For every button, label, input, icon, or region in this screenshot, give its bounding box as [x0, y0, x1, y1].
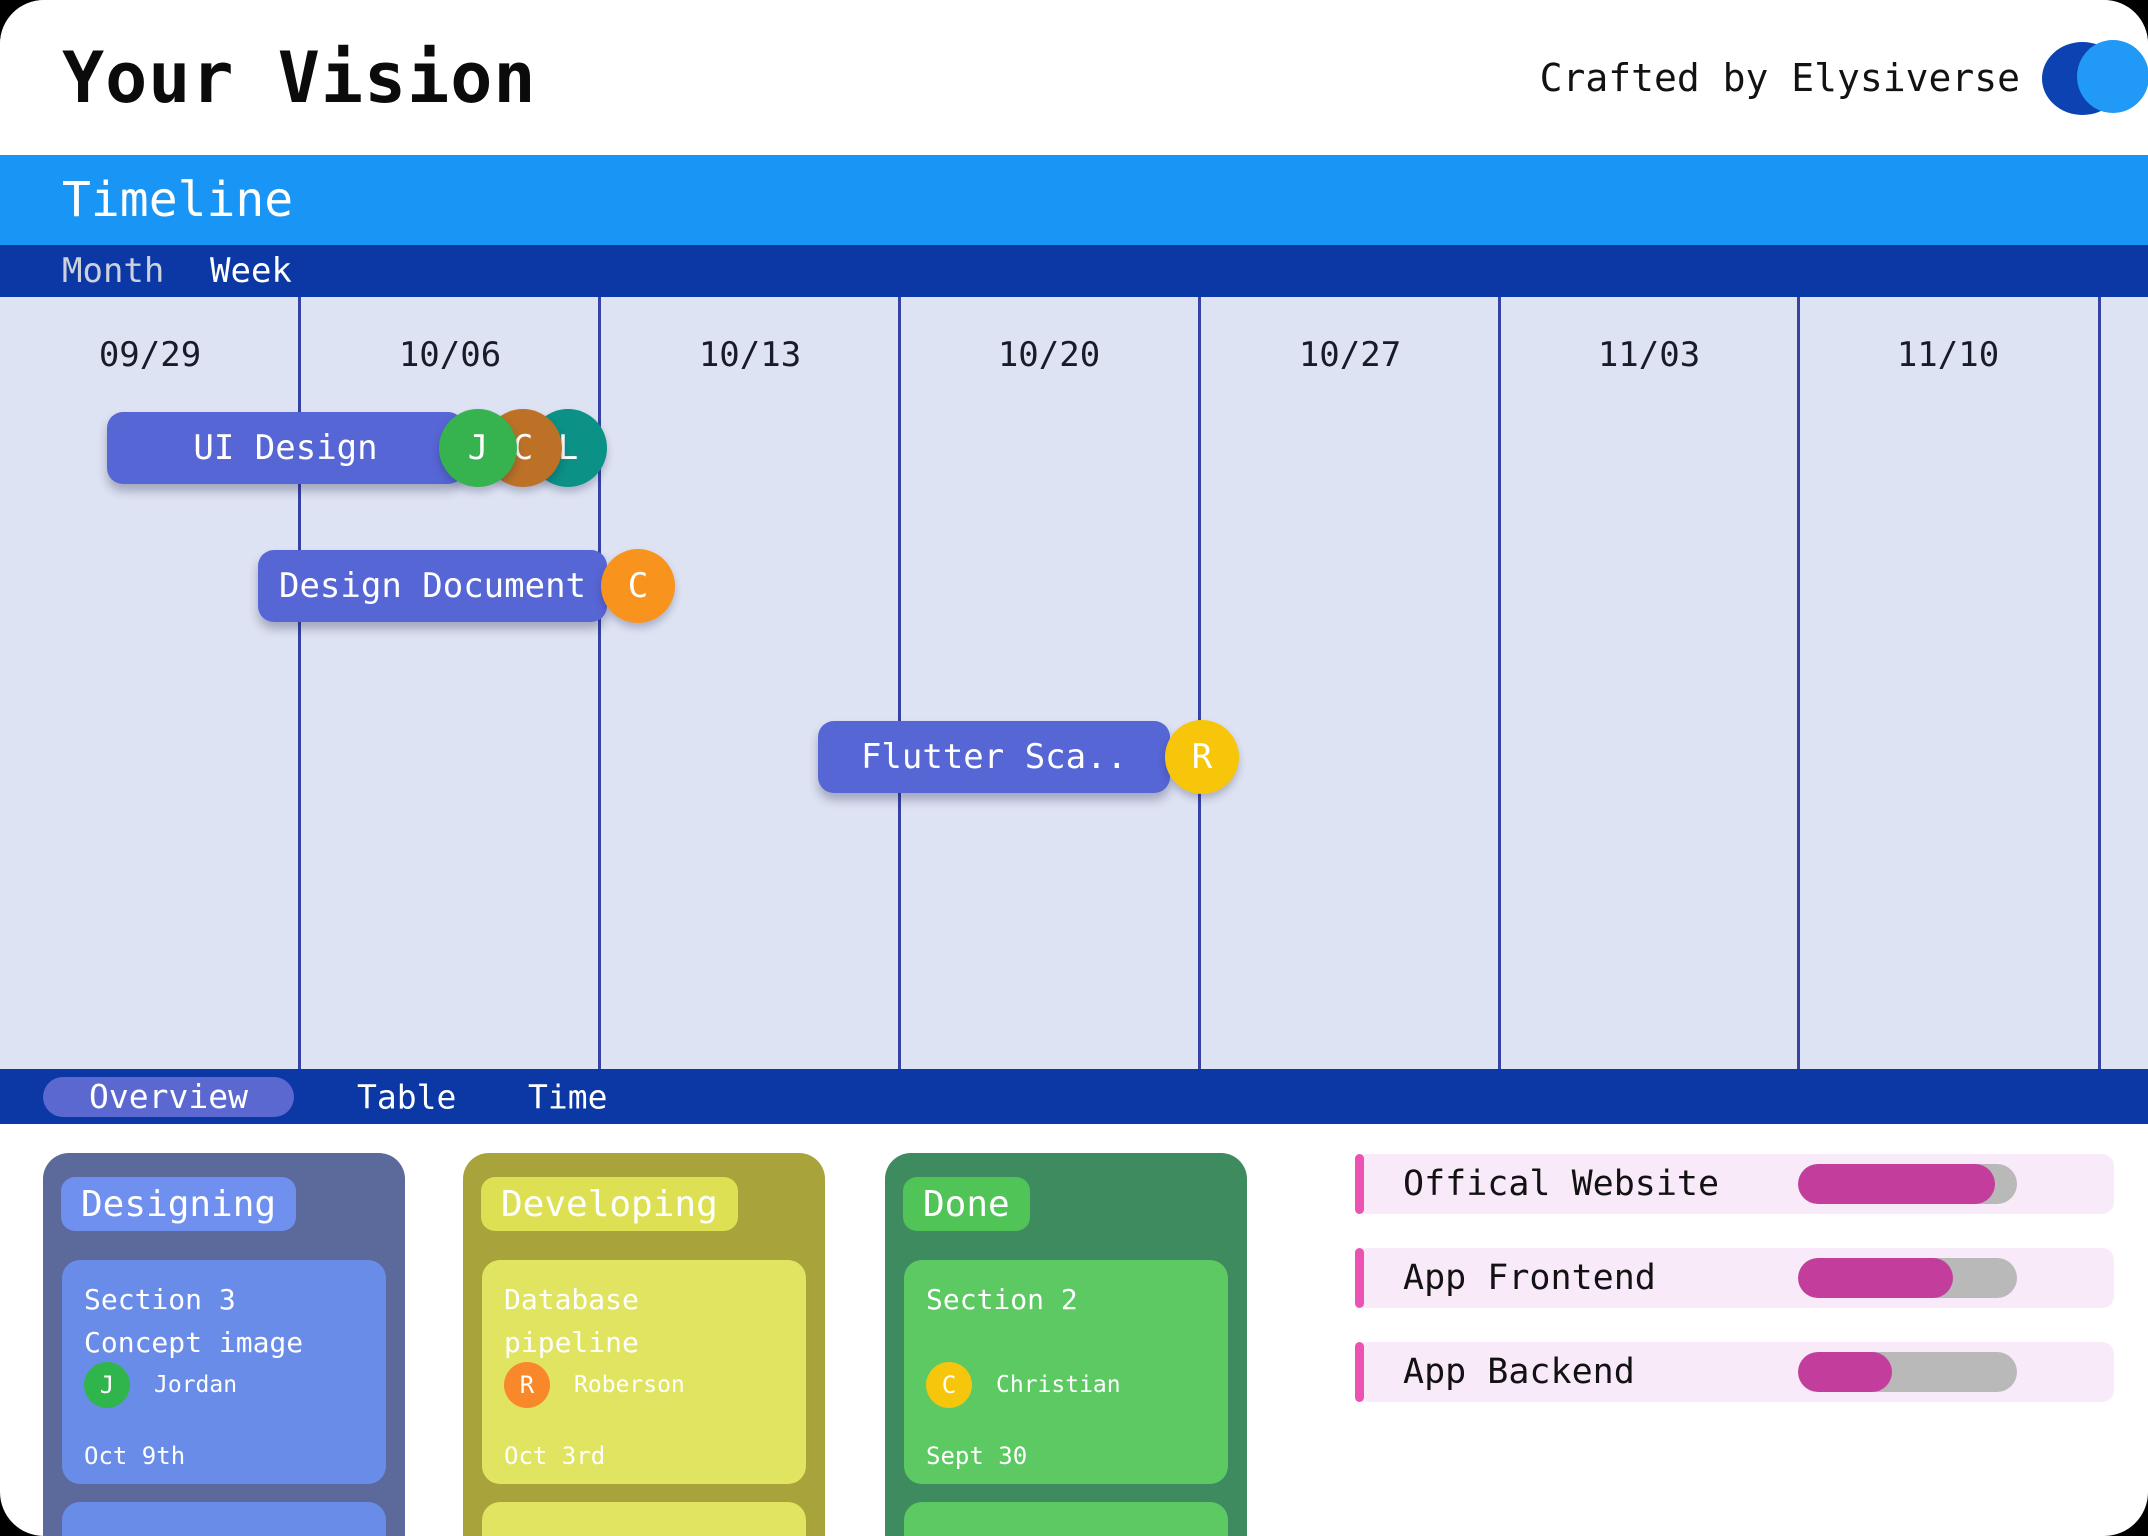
card-stub[interactable]: [62, 1502, 386, 1536]
assignee-avatar: J: [84, 1362, 130, 1408]
progress-row: Offical Website: [1355, 1154, 2114, 1214]
column-title: Designing: [61, 1177, 297, 1231]
assignee-avatar: R: [1165, 720, 1239, 794]
card-due-date: Oct 9th: [84, 1442, 186, 1470]
kanban-card[interactable]: Database pipeline R Roberson Oct 3rd: [482, 1260, 806, 1484]
progress-label: App Backend: [1403, 1352, 1635, 1392]
kanban-card[interactable]: Section 3 Concept image J Jordan Oct 9th: [62, 1260, 386, 1484]
bottom-nav-bar: Overview Table Time: [0, 1069, 2148, 1124]
grid-line: [2098, 297, 2101, 1069]
task-bar-flutter[interactable]: Flutter Sca.. R: [818, 720, 1239, 794]
accent-bar: [1355, 1154, 1364, 1214]
timeline-grid: 09/29 10/06 10/13 10/20 10/27 11/03 11/1…: [0, 297, 2148, 1069]
task-bar-ui-design[interactable]: UI Design J C L: [107, 409, 607, 487]
column-title: Developing: [481, 1177, 738, 1231]
timeline-title-bar: Timeline: [0, 155, 2148, 245]
task-label: Flutter Sca..: [860, 737, 1128, 777]
accent-bar: [1355, 1342, 1364, 1402]
date-label: 11/10: [1896, 335, 2000, 375]
task-assignees: C: [601, 549, 675, 623]
task-label: UI Design: [193, 428, 378, 468]
grid-line: [1498, 297, 1501, 1069]
progress-fill: [1798, 1352, 1893, 1392]
assignee-avatar: R: [504, 1362, 550, 1408]
grid-line: [898, 297, 901, 1069]
board-column-developing: Developing Database pipeline R Roberson …: [463, 1153, 825, 1536]
assignee-avatar: C: [601, 549, 675, 623]
tab-week[interactable]: Week: [210, 251, 292, 291]
avatar-initial: R: [519, 1371, 535, 1399]
page-title: Your Vision: [62, 36, 537, 119]
date-label: 10/20: [997, 335, 1101, 375]
grid-line: [1797, 297, 1800, 1069]
card-assignee: C Christian: [926, 1362, 1121, 1408]
avatar-initial: L: [557, 428, 579, 468]
grid-line: [1198, 297, 1201, 1069]
card-due-date: Sept 30: [926, 1442, 1028, 1470]
progress-fill: [1798, 1258, 1954, 1298]
avatar-initial: C: [512, 428, 534, 468]
task-assignees: R: [1165, 720, 1239, 794]
card-assignee: R Roberson: [504, 1362, 685, 1408]
tab-table[interactable]: Table: [357, 1077, 457, 1116]
card-stub[interactable]: [482, 1502, 806, 1536]
tab-time[interactable]: Time: [528, 1077, 608, 1116]
progress-track: [1798, 1352, 2017, 1392]
avatar-initial: R: [1191, 737, 1213, 777]
task-bar-design-document[interactable]: Design Document C: [258, 549, 675, 623]
card-title: Database pipeline: [504, 1283, 639, 1360]
accent-bar: [1355, 1248, 1364, 1308]
tab-overview[interactable]: Overview: [43, 1076, 294, 1117]
brand-logo: [2042, 40, 2148, 116]
avatar-initial: J: [99, 1371, 115, 1399]
grid-line: [298, 297, 301, 1069]
card-title: Section 3 Concept image: [84, 1283, 304, 1360]
card-due-date: Oct 3rd: [504, 1442, 606, 1470]
assignee-avatar: J: [439, 409, 517, 487]
timeline-title: Timeline: [62, 172, 294, 228]
avatar-initial: C: [941, 1371, 957, 1399]
kanban-card[interactable]: Section 2 C Christian Sept 30: [904, 1260, 1228, 1484]
progress-track: [1798, 1258, 2017, 1298]
avatar-initial: C: [627, 566, 649, 606]
view-switch-bar: Month Week: [0, 245, 2148, 297]
date-label: 10/06: [398, 335, 502, 375]
progress-row: App Backend: [1355, 1342, 2114, 1402]
tab-month[interactable]: Month: [62, 251, 165, 291]
card-assignee: J Jordan: [84, 1362, 237, 1408]
board-column-done: Done Section 2 C Christian Sept 30: [885, 1153, 1247, 1536]
assignee-name: Jordan: [154, 1372, 238, 1398]
date-label: 11/03: [1597, 335, 1701, 375]
app-header: Your Vision Crafted by Elysiverse: [0, 0, 2148, 155]
assignee-name: Roberson: [574, 1372, 685, 1398]
board-column-designing: Designing Section 3 Concept image J Jord…: [43, 1153, 405, 1536]
logo-circle-light-icon: [2077, 40, 2148, 113]
assignee-name: Christian: [996, 1372, 1121, 1398]
task-assignees: J C L: [439, 409, 607, 487]
progress-row: App Frontend: [1355, 1248, 2114, 1308]
card-title: Section 2: [926, 1283, 1078, 1316]
card-stub[interactable]: [904, 1502, 1228, 1536]
brand-credit: Crafted by Elysiverse: [1539, 55, 2020, 100]
column-title: Done: [903, 1177, 1030, 1231]
date-label: 10/27: [1298, 335, 1402, 375]
assignee-avatar: C: [926, 1362, 972, 1408]
progress-track: [1798, 1164, 2017, 1204]
date-label: 10/13: [698, 335, 802, 375]
progress-label: Offical Website: [1403, 1164, 1720, 1204]
grid-line: [598, 297, 601, 1069]
avatar-initial: J: [467, 428, 489, 468]
progress-label: App Frontend: [1403, 1258, 1656, 1298]
task-label: Design Document: [278, 566, 587, 606]
progress-fill: [1798, 1164, 1996, 1204]
date-label: 09/29: [98, 335, 202, 375]
